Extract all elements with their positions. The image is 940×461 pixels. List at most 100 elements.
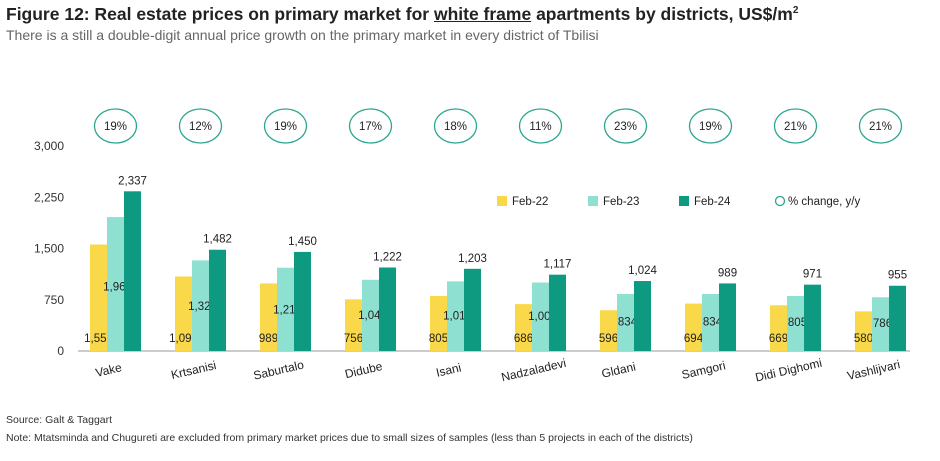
pct-change-circle [858,108,903,144]
data-label: 955 [888,270,907,282]
legend-label: Feb-24 [694,196,731,208]
x-tick-label: Saburtalo [252,357,306,382]
bar-feb-22 [855,311,872,351]
pct-change-label: 19% [699,121,722,133]
data-label: 1,203 [458,253,487,265]
data-label: 2,337 [118,175,147,187]
chart-title-underlined: white frame [433,4,532,24]
data-label: 1,117 [544,259,572,271]
chart-subtitle: There is a still a double-digit annual p… [6,27,599,43]
y-tick-label: 1,500 [34,242,64,256]
bar-feb-23 [702,294,719,351]
bar-feb-22 [345,299,362,351]
x-tick-label: Vake [94,360,123,380]
pct-change-circle [603,108,648,144]
bar-feb-23 [872,297,889,351]
bar-feb-22 [260,283,277,351]
bar-feb-24 [634,281,651,351]
bar-feb-22 [515,304,532,351]
data-label: 971 [803,269,822,281]
y-tick-label: 0 [57,344,64,358]
pct-change-circle [348,108,393,144]
data-label: 694 [684,333,704,345]
x-tick-label: Isani [435,360,463,379]
y-tick-label: 750 [44,293,64,307]
chart-title-unit: apartments by districts, US$/m [531,4,793,24]
bar-feb-24 [124,191,141,351]
legend-circle-icon [774,195,786,207]
data-label: 1,450 [288,236,317,248]
legend-label: Feb-22 [512,196,548,208]
data-label: 1,222 [373,251,402,263]
data-label: 1,482 [203,234,232,246]
bar-feb-24 [804,284,821,351]
y-tick-label: 2,250 [34,190,64,204]
bar-feb-24 [209,249,226,351]
bar-feb-23 [192,260,209,351]
x-tick-label: Nadzaladevi [500,356,568,384]
bar-feb-23 [447,281,464,351]
data-label: 756 [344,333,363,345]
bar-feb-22 [175,276,192,351]
pct-change-circle [263,108,308,144]
data-label: 805 [788,317,807,329]
pct-change-circle [688,108,733,144]
pct-change-label: 17% [359,121,382,133]
x-tick-label: Didube [343,359,384,381]
legend-label: Feb-23 [603,196,639,208]
pct-change-label: 19% [274,121,297,133]
x-tick-label: Krtsanisi [170,358,218,382]
bar-feb-24 [379,267,396,351]
chart-title-text: Figure 12: Real estate prices on primary… [6,4,434,24]
pct-change-circle [773,108,818,144]
bar-feb-24 [549,274,566,351]
legend-label: % change, y/y [788,196,860,208]
data-label: 989 [718,267,737,279]
pct-change-circle [433,108,478,144]
bar-feb-22 [770,305,787,351]
bar-feb-24 [719,283,736,351]
chart-title: Figure 12: Real estate prices on primary… [6,4,798,25]
footnote: Note: Mtatsminda and Chugureti are exclu… [6,432,693,444]
data-label: 596 [599,333,618,345]
bar-feb-23 [532,282,549,351]
data-label: 989 [259,333,278,345]
bar-feb-23 [362,279,379,351]
x-tick-label: Didi Dighomi [754,356,823,385]
legend-swatch [679,196,689,206]
data-label: 580 [854,333,873,345]
bar-feb-22 [90,244,107,351]
pct-change-label: 12% [189,121,212,133]
data-label: 1,024 [628,265,657,277]
pct-change-label: 11% [529,121,551,133]
data-label: 805 [429,333,448,345]
source-note: Source: Galt & Taggart [6,414,113,426]
chart-title-superscript: 2 [792,5,799,17]
pct-change-circle [518,108,563,144]
bar-feb-22 [600,310,617,351]
pct-change-circle [93,108,138,144]
data-label: 834 [618,316,638,328]
x-tick-label: Samgori [680,358,727,382]
bar-feb-22 [685,303,702,351]
data-label: 1,090 [169,333,198,345]
data-label: 669 [769,333,788,345]
bar-feb-23 [787,295,804,351]
pct-change-label: 21% [784,121,807,133]
bar-feb-23 [107,217,124,351]
data-label: 1,558 [84,333,113,345]
x-tick-label: Vashlijvari [846,357,902,383]
pct-change-label: 19% [104,121,127,133]
data-label: 786 [873,318,892,330]
data-label: 834 [703,316,723,328]
bar-feb-24 [464,268,481,351]
legend-swatch [588,196,598,206]
bar-feb-22 [430,295,447,351]
bar-feb-24 [294,251,311,351]
bar-feb-23 [617,294,634,351]
legend-swatch [497,196,507,206]
bar-feb-24 [889,285,906,351]
pct-change-label: 21% [869,121,892,133]
bar-feb-23 [277,267,294,351]
